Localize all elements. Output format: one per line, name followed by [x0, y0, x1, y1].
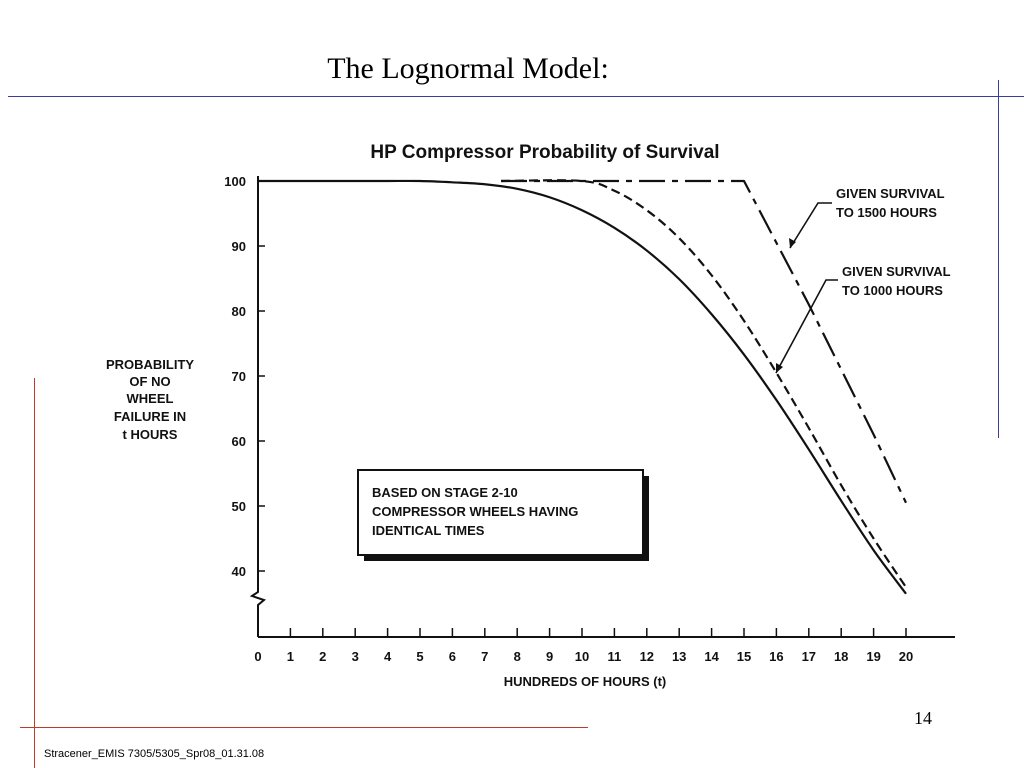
y-tick-label: 100 [224, 174, 246, 189]
annotation-box [357, 469, 644, 556]
x-tick-label: 2 [319, 649, 326, 664]
callout-1500-leader [789, 202, 832, 249]
x-axis-label: HUNDREDS OF HOURS (t) [504, 674, 667, 689]
footer-text: Stracener_EMIS 7305/5305_Spr08_01.31.08 [44, 748, 265, 760]
ylabel-line-5: t HOURS [123, 427, 178, 442]
page-number: 14 [914, 708, 932, 728]
top-divider [8, 96, 1024, 97]
x-tick-label: 11 [608, 649, 622, 664]
x-tick-label: 5 [416, 649, 423, 664]
callout-1500-arrowhead [789, 238, 796, 248]
y-axis-line [249, 176, 267, 637]
y-tick-label: 40 [232, 564, 246, 579]
x-tick-label: 3 [352, 649, 359, 664]
right-divider [998, 80, 999, 438]
x-tick-label: 0 [254, 649, 261, 664]
y-tick-label: 50 [232, 499, 246, 514]
left-divider [34, 378, 35, 768]
x-tick-label: 16 [769, 649, 783, 664]
callout-1000-line-1: GIVEN SURVIVAL [842, 264, 951, 279]
x-tick-label: 14 [704, 649, 719, 664]
annotation-line-3: IDENTICAL TIMES [372, 523, 485, 538]
series-given-1500-line [501, 179, 907, 504]
callout-1000-line-2: TO 1000 HOURS [842, 283, 943, 298]
axes [249, 176, 955, 638]
y-tick-label: 90 [232, 239, 246, 254]
series-given-1000-line [500, 179, 907, 588]
x-tick-label: 7 [481, 649, 488, 664]
x-tick-label: 13 [672, 649, 686, 664]
y-tick-label: 70 [232, 369, 246, 384]
slide-title: The Lognormal Model: [327, 52, 609, 85]
callout-1000-arrowhead [776, 363, 783, 373]
series-lines [257, 179, 907, 595]
ylabel-line-2: OF NO [129, 374, 170, 389]
x-tick-label: 17 [802, 649, 816, 664]
y-tick-label: 60 [232, 434, 246, 449]
x-tick-label: 19 [866, 649, 880, 664]
x-tick-label: 18 [834, 649, 848, 664]
x-tick-label: 6 [449, 649, 456, 664]
ylabel-line-1: PROBABILITY [106, 357, 194, 372]
callout-1500-line-1: GIVEN SURVIVAL [836, 186, 945, 201]
bottom-divider [20, 727, 588, 728]
x-tick-label: 12 [640, 649, 654, 664]
y-tick-label: 80 [232, 304, 246, 319]
ylabel-line-4: FAILURE IN [114, 409, 186, 424]
annotation-line-1: BASED ON STAGE 2-10 [372, 485, 518, 500]
x-tick-label: 4 [384, 649, 392, 664]
series-unconditional-line [257, 179, 907, 595]
annotation-line-2: COMPRESSOR WHEELS HAVING [372, 504, 578, 519]
x-tick-label: 10 [575, 649, 589, 664]
x-tick-label: 1 [287, 649, 294, 664]
callout-1500-line-2: TO 1500 HOURS [836, 205, 937, 220]
chart-title: HP Compressor Probability of Survival [370, 142, 719, 163]
x-tick-label: 9 [546, 649, 553, 664]
callout-1000-leader [775, 279, 838, 374]
x-tick-label: 15 [737, 649, 751, 664]
ylabel-line-3: WHEEL [127, 391, 174, 406]
x-tick-label: 20 [899, 649, 913, 664]
x-tick-label: 8 [514, 649, 521, 664]
